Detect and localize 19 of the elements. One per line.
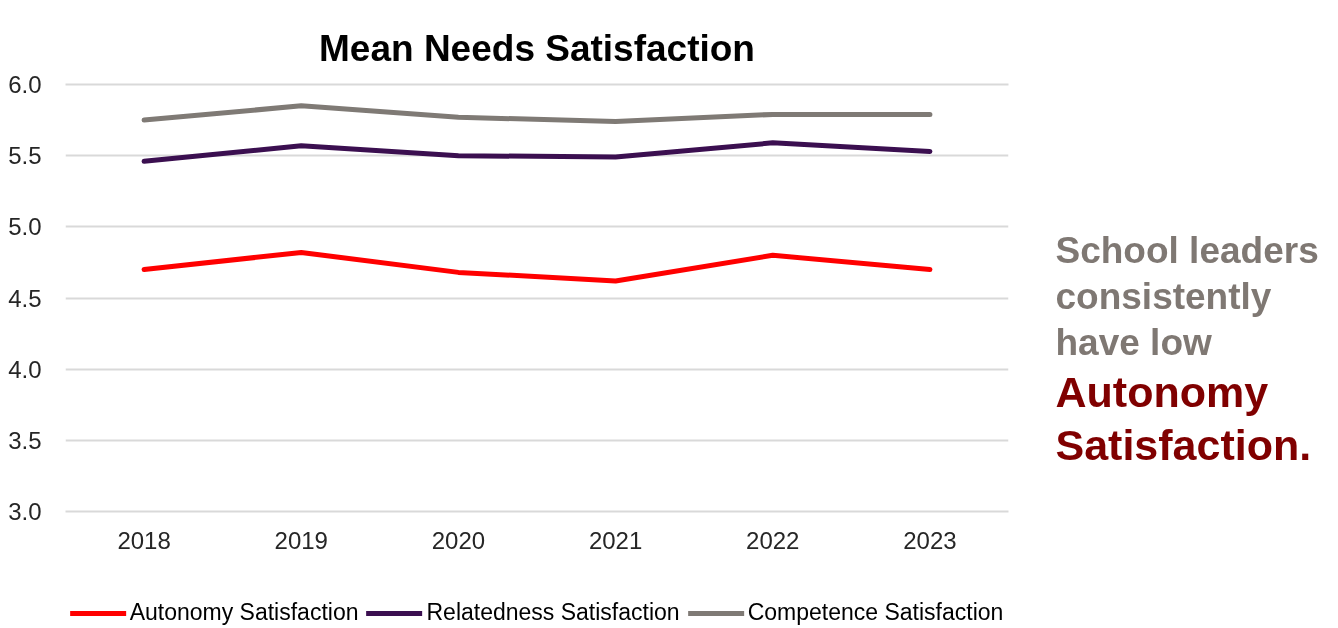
x-tick-label: 2021 bbox=[588, 526, 643, 554]
legend-label: Autonomy Satisfaction bbox=[129, 599, 359, 626]
text: Autonomy Satisfaction. bbox=[1055, 367, 1312, 470]
x-tick-label: 2020 bbox=[431, 526, 486, 554]
y-tick-label: 3.5 bbox=[8, 426, 42, 454]
y-tick-label: 5.0 bbox=[8, 213, 42, 241]
text: School leaders consistently have low bbox=[1055, 230, 1319, 363]
x-tick-label: 2023 bbox=[903, 526, 957, 554]
y-tick-label: 3.0 bbox=[8, 498, 42, 525]
y-tick-label: 4.5 bbox=[8, 284, 42, 312]
x-tick-label: 2022 bbox=[746, 526, 800, 554]
chart-title: Mean Needs Satisfaction bbox=[319, 27, 755, 69]
legend-label: Competence Satisfaction bbox=[747, 599, 1004, 626]
y-tick-label: 6.0 bbox=[8, 71, 42, 98]
x-tick-label: 2019 bbox=[274, 526, 328, 554]
y-tick-label: 4.0 bbox=[8, 355, 42, 383]
legend-label: Relatedness Satisfaction bbox=[426, 599, 680, 626]
y-tick-label: 5.5 bbox=[8, 142, 42, 170]
x-tick-label: 2018 bbox=[117, 526, 171, 554]
